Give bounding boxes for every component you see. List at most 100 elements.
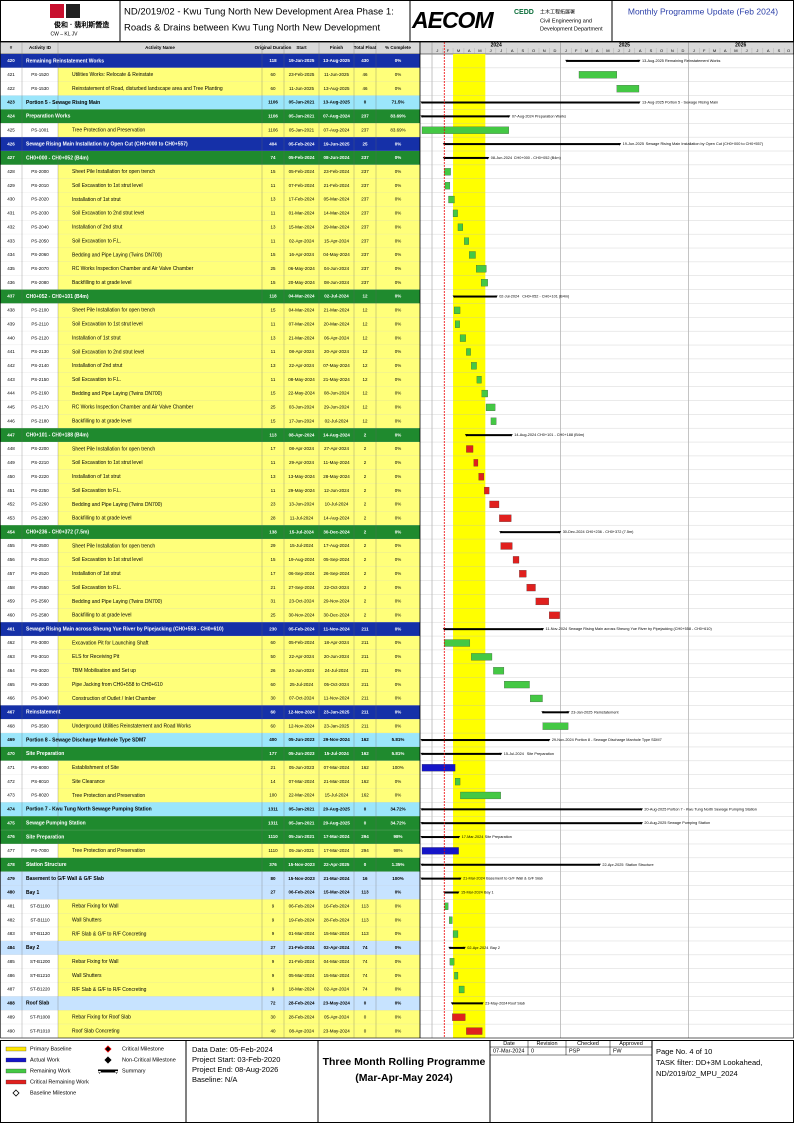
bar-date: 20-Aug-2025 bbox=[644, 821, 666, 825]
cell-activity-id: PS-2510 bbox=[31, 557, 49, 562]
row-bg bbox=[58, 663, 420, 678]
cell-activity-id: ST-R1000 bbox=[30, 1014, 51, 1019]
cell-id: 463 bbox=[7, 654, 15, 659]
row-bg bbox=[58, 552, 420, 567]
cell-float: 2 bbox=[364, 432, 367, 437]
logo-mark bbox=[50, 4, 64, 18]
cell-start: 05-Jan-2021 bbox=[289, 100, 315, 105]
row-bg bbox=[0, 317, 58, 332]
cell-name: Soil Excavation to 1st strut level bbox=[72, 557, 143, 563]
cell-complete: 0% bbox=[395, 654, 402, 659]
cell-activity-id: ST-B1110 bbox=[30, 917, 50, 922]
bar-date: 02-Apr-2024 bbox=[467, 946, 488, 950]
cell-float: 12 bbox=[362, 294, 368, 299]
remaining-bar bbox=[444, 182, 451, 190]
cell-finish: 24-Jul-2024 bbox=[325, 668, 349, 673]
month-label: A bbox=[724, 48, 727, 53]
cell-complete: 0% bbox=[395, 252, 402, 257]
month-label: A bbox=[639, 48, 642, 53]
bar-date: 23-Jan-2025 bbox=[571, 710, 592, 714]
cell-complete: 0% bbox=[395, 904, 402, 909]
summary-end bbox=[448, 946, 466, 950]
cell-id: 485 bbox=[7, 959, 15, 964]
row-bg bbox=[0, 774, 58, 789]
cell-id: 436 bbox=[7, 280, 15, 285]
cell-finish: 18-Apr-2024 bbox=[324, 640, 350, 645]
cell-complete: 0% bbox=[395, 779, 402, 784]
logo-sub: CW – KL JV bbox=[50, 31, 78, 37]
cell-float: 2 bbox=[364, 585, 367, 590]
row-bg bbox=[58, 497, 420, 512]
cell-duration: 11 bbox=[271, 377, 276, 382]
month-label: S bbox=[650, 48, 653, 53]
month-label: J bbox=[746, 48, 748, 53]
cell-start: 05-Jun-2023 bbox=[288, 737, 315, 742]
row-bg bbox=[0, 248, 58, 262]
cell-name: Sheet Pile Installation for open trench bbox=[72, 308, 155, 314]
cell-finish: 08-Jun-2024 bbox=[323, 155, 350, 160]
row-bg bbox=[58, 248, 420, 262]
cell-start: 07-Mar-2024 bbox=[289, 321, 315, 326]
header-frame bbox=[0, 0, 794, 42]
cell-activity-id: PS-2210 bbox=[31, 460, 49, 465]
row-bg bbox=[58, 469, 420, 484]
revision-header: Revision bbox=[536, 1041, 557, 1047]
project-end: Project End: 08-Aug-2026 bbox=[192, 1065, 278, 1074]
cell-activity-id: PS-3000 bbox=[31, 640, 49, 645]
cell-finish: 05-Oct-2024 bbox=[324, 682, 350, 687]
cell-id: 470 bbox=[7, 751, 15, 756]
row-bg bbox=[58, 414, 420, 429]
actual-bar bbox=[421, 847, 459, 855]
cell-complete: 0% bbox=[395, 460, 402, 465]
cell-finish: 13-Aug-2025 bbox=[323, 100, 350, 105]
cell-id: 423 bbox=[7, 100, 15, 105]
legend-label: Primary Baseline bbox=[30, 1046, 72, 1052]
legend-swatch bbox=[5, 1057, 27, 1063]
cell-finish: 29-Nov-2024 bbox=[323, 737, 350, 742]
row-bg bbox=[0, 580, 58, 595]
remaining-bar bbox=[444, 168, 451, 176]
bar-name: Basement to G/F Wall & G/F Slab bbox=[486, 877, 543, 881]
cell-name: Backfilling to at grade level bbox=[72, 280, 131, 286]
cell-id: 447 bbox=[7, 432, 15, 437]
cell-duration: 40 bbox=[270, 1028, 276, 1033]
cell-name: Sewage Pumping Station bbox=[26, 821, 86, 827]
legend-label: Actual Work bbox=[30, 1057, 60, 1063]
cell-complete: 0% bbox=[395, 363, 402, 368]
cell-id: 480 bbox=[7, 890, 15, 895]
cell-duration: 60 bbox=[270, 640, 276, 645]
cell-float: 237 bbox=[361, 280, 369, 285]
row-bg bbox=[58, 788, 420, 803]
cell-float: 237 bbox=[361, 114, 369, 119]
cell-start: 08-Apr-2024 bbox=[289, 1028, 315, 1033]
cell-activity-id: PS-2260 bbox=[31, 502, 49, 507]
cell-name: R/F Slab & G/F to R/F Concreting bbox=[72, 931, 147, 937]
footer: Data Date: 05-Feb-2024 Project Start: 03… bbox=[0, 1040, 794, 1123]
cell-float: 0 bbox=[364, 1014, 367, 1019]
row-bg bbox=[58, 178, 420, 193]
cell-name: Bay 1 bbox=[26, 890, 40, 896]
column-header: Activity Name bbox=[145, 45, 175, 50]
cell-duration: 23 bbox=[270, 502, 276, 507]
cell-start: 05-Jun-2023 bbox=[288, 751, 315, 756]
cell-complete: 0% bbox=[395, 86, 402, 91]
row-bg bbox=[58, 234, 420, 249]
cell-id: 455 bbox=[7, 543, 15, 548]
legend-label: Summary bbox=[122, 1068, 146, 1074]
cell-float: 0 bbox=[364, 1001, 367, 1006]
cell-id: 482 bbox=[7, 917, 15, 922]
cell-name: Installation of 1st strut bbox=[72, 335, 121, 341]
cell-name: Reinstatement bbox=[26, 710, 61, 716]
row-bg bbox=[0, 996, 420, 1011]
cell-finish: 02-Apr-2024 bbox=[324, 987, 350, 992]
cell-activity-id: PS-2080 bbox=[31, 280, 49, 285]
cell-name: Tree Protection and Preservation bbox=[72, 128, 145, 134]
cell-complete: 0% bbox=[395, 543, 402, 548]
cell-activity-id: PS-2050 bbox=[31, 238, 49, 243]
cell-name: Installation of 1st strut bbox=[72, 571, 121, 577]
cell-start: 23-Feb-2025 bbox=[289, 72, 315, 77]
cell-finish: 23-May-2024 bbox=[323, 1001, 350, 1006]
cell-name: ELS for Receiving Pit bbox=[72, 654, 120, 660]
summary-bar bbox=[466, 434, 512, 437]
